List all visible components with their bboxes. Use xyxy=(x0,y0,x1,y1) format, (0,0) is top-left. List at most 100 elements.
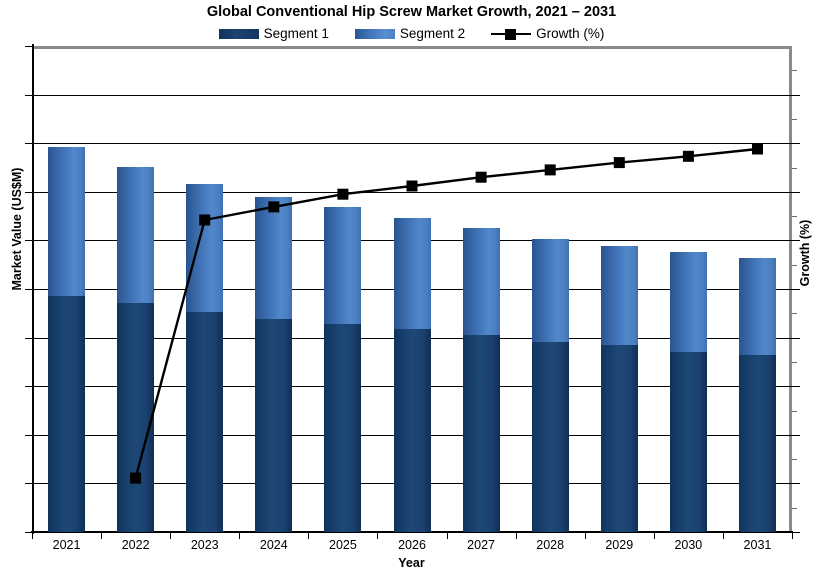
y-axis-right-minor-tick xyxy=(792,362,797,363)
growth-marker[interactable] xyxy=(682,150,694,162)
y-axis-right-tick xyxy=(792,95,800,96)
y-axis-right-minor-tick xyxy=(792,119,797,120)
y-axis-right-tick xyxy=(792,289,800,290)
bar-2022[interactable] xyxy=(117,167,155,532)
growth-marker[interactable] xyxy=(613,157,625,169)
y-axis-right-tick xyxy=(792,338,800,339)
y-axis-right-tick xyxy=(792,435,800,436)
y-axis-left-tick xyxy=(25,289,32,290)
x-axis-tick xyxy=(377,532,378,539)
bar-2030[interactable] xyxy=(669,252,707,532)
y-axis-left-tick xyxy=(25,143,32,144)
bar-2023[interactable] xyxy=(186,184,224,532)
y-axis-left-tick xyxy=(25,435,32,436)
gridline xyxy=(32,143,792,144)
bar-segment-2 xyxy=(462,227,500,336)
bar-segment-1 xyxy=(186,312,224,532)
growth-marker[interactable] xyxy=(475,171,487,183)
x-axis-tick xyxy=(32,532,33,539)
bar-segment-1 xyxy=(738,355,776,532)
y-axis-left-tick xyxy=(25,46,32,47)
chart-title: Global Conventional Hip Screw Market Gro… xyxy=(206,4,617,20)
x-axis-tick xyxy=(516,532,517,539)
x-tick-label-2023: 2023 xyxy=(190,538,219,552)
x-axis-label: Year xyxy=(398,556,425,570)
bars-group xyxy=(32,46,792,532)
x-tick-label-2025: 2025 xyxy=(329,538,357,552)
bar-segment-1 xyxy=(531,341,569,532)
bar-segment-2 xyxy=(117,167,155,304)
x-tick-label-2021: 2021 xyxy=(52,538,81,552)
bar-2026[interactable] xyxy=(393,217,431,532)
segment2-swatch-icon xyxy=(354,28,395,39)
chart-legend: Segment 1 Segment 2 Growth (%) xyxy=(0,26,823,41)
x-axis-tick xyxy=(585,532,586,539)
bar-segment-2 xyxy=(48,146,86,296)
segment1-swatch-icon xyxy=(218,28,259,39)
bar-segment-2 xyxy=(531,239,569,342)
growth-marker[interactable] xyxy=(199,214,211,226)
bar-2027[interactable] xyxy=(462,227,500,532)
bar-segment-2 xyxy=(255,196,293,319)
growth-marker[interactable] xyxy=(544,164,556,176)
x-axis-tick xyxy=(308,532,309,539)
legend-item-growth[interactable]: Growth (%) xyxy=(491,26,604,41)
y-axis-right-tick xyxy=(792,532,800,533)
bar-2021[interactable] xyxy=(48,146,86,532)
x-tick-label-2028: 2028 xyxy=(536,538,565,552)
bar-segment-1 xyxy=(324,323,362,532)
y-axis-right-minor-tick xyxy=(792,411,797,412)
y-axis-right-tick xyxy=(792,143,800,144)
bar-2028[interactable] xyxy=(531,239,569,532)
growth-marker[interactable] xyxy=(130,472,142,484)
bar-segment-2 xyxy=(600,245,638,345)
y-axis-right-minor-tick xyxy=(792,168,797,169)
growth-marker[interactable] xyxy=(752,143,763,155)
bar-segment-1 xyxy=(600,345,638,532)
growth-marker[interactable] xyxy=(337,188,349,200)
x-axis-tick xyxy=(723,532,724,539)
x-tick-label-2026: 2026 xyxy=(398,538,426,552)
x-axis-tick xyxy=(101,532,102,539)
bar-segment-1 xyxy=(255,318,293,532)
bar-2029[interactable] xyxy=(600,245,638,532)
growth-line-series xyxy=(130,143,763,484)
x-tick-label-2027: 2027 xyxy=(467,538,495,552)
y-axis-right-minor-tick xyxy=(792,313,797,314)
y-axis-right-tick xyxy=(792,483,800,484)
x-axis-tick xyxy=(170,532,171,539)
growth-line-marker-icon xyxy=(491,28,532,40)
legend-item-segment-1[interactable]: Segment 1 xyxy=(218,26,329,41)
y-axis-right-tick xyxy=(792,240,800,241)
bar-segment-2 xyxy=(669,252,707,352)
y-axis-left-tick xyxy=(25,95,32,96)
y-axis-left-label: Market Value (US$M) xyxy=(10,167,24,291)
y-axis-right-minor-tick xyxy=(792,216,797,217)
bar-segment-1 xyxy=(669,351,707,532)
gridline xyxy=(32,192,792,193)
y-axis-right-minor-tick xyxy=(792,265,797,266)
bar-2031[interactable] xyxy=(738,257,776,532)
y-axis-left-tick xyxy=(25,483,32,484)
x-tick-label-2029: 2029 xyxy=(605,538,634,552)
x-tick-label-2024: 2024 xyxy=(259,538,288,552)
y-axis-right-minor-tick xyxy=(792,459,797,460)
x-axis-tick xyxy=(792,532,793,539)
y-axis-left-tick xyxy=(25,240,32,241)
bar-segment-1 xyxy=(117,303,155,532)
gridline xyxy=(32,95,792,96)
bar-2025[interactable] xyxy=(324,207,362,532)
legend-label-segment-2: Segment 2 xyxy=(399,26,466,41)
growth-marker[interactable] xyxy=(268,201,280,213)
bar-segment-2 xyxy=(393,217,431,329)
x-tick-label-2031: 2031 xyxy=(743,538,772,552)
bar-segment-1 xyxy=(462,335,500,532)
bar-2024[interactable] xyxy=(255,196,293,532)
bar-segment-1 xyxy=(393,328,431,532)
legend-item-segment-2[interactable]: Segment 2 xyxy=(354,26,466,41)
y-axis-right-tick xyxy=(792,192,800,193)
growth-marker[interactable] xyxy=(406,180,418,192)
y-axis-left-tick xyxy=(25,192,32,193)
bar-segment-2 xyxy=(324,207,362,324)
